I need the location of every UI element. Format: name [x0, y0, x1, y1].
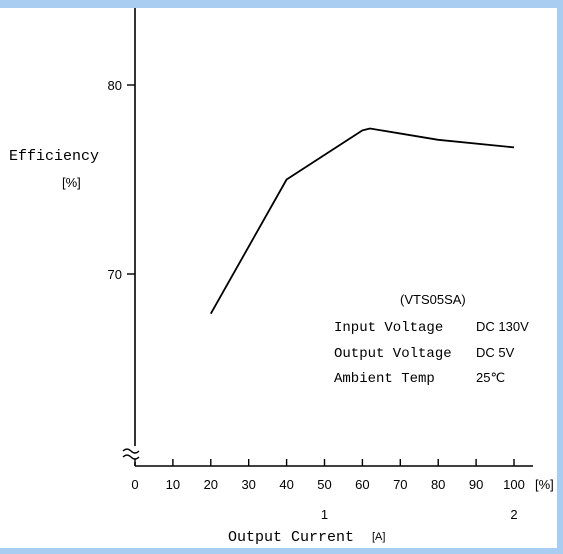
x-tick-label: 70 — [393, 477, 407, 492]
annotation-output-voltage-value: DC 5V — [476, 345, 515, 360]
series-line — [210, 127, 515, 315]
annotation-input-voltage-value: DC 130V — [476, 319, 529, 334]
y-tick-group: 70 80 — [108, 78, 135, 282]
series-layer — [210, 127, 515, 315]
annotation-input-voltage-label: Input Voltage — [334, 320, 443, 336]
annotation-ambient-temp-label: Ambient Temp — [334, 371, 435, 387]
right-frame-bar — [557, 0, 563, 554]
y-tick-label: 70 — [108, 267, 122, 282]
x-tick-label: 10 — [166, 477, 180, 492]
x-tick-label: 40 — [279, 477, 293, 492]
x-tick-label: 60 — [355, 477, 369, 492]
x-axis-label: Output Current — [228, 529, 354, 546]
annotation-ambient-temp-value: 25℃ — [476, 370, 505, 385]
x-tick-label: 90 — [469, 477, 483, 492]
bottom-frame-bar — [0, 548, 563, 554]
x-current-tick-label: 2 — [510, 507, 517, 522]
x-tick-label: 0 — [131, 477, 138, 492]
y-axis-unit: [%] — [62, 175, 81, 190]
annotation-title: (VTS05SA) — [400, 292, 466, 307]
y-axis-label: Efficiency — [9, 148, 99, 165]
x-tick-label: 50 — [317, 477, 331, 492]
top-frame-bar — [0, 0, 563, 8]
chart-axes — [122, 8, 533, 467]
x-tick-label: 30 — [241, 477, 255, 492]
x-tick-label: 20 — [204, 477, 218, 492]
axis-break-symbol — [122, 446, 140, 462]
y-tick-label: 80 — [108, 78, 122, 93]
x-tick-label: 80 — [431, 477, 445, 492]
x-tick-label: 100 — [503, 477, 525, 492]
x-tick-group: 0 10 20 30 40 50 60 70 80 90 100 — [131, 459, 525, 492]
condition-annotation: (VTS05SA) Input Voltage DC 130V Output V… — [334, 292, 529, 387]
x-current-tick-label: 1 — [321, 507, 328, 522]
x-axis-unit: [A] — [372, 531, 385, 543]
annotation-output-voltage-label: Output Voltage — [334, 346, 452, 362]
x-percent-unit: [%] — [535, 477, 554, 492]
